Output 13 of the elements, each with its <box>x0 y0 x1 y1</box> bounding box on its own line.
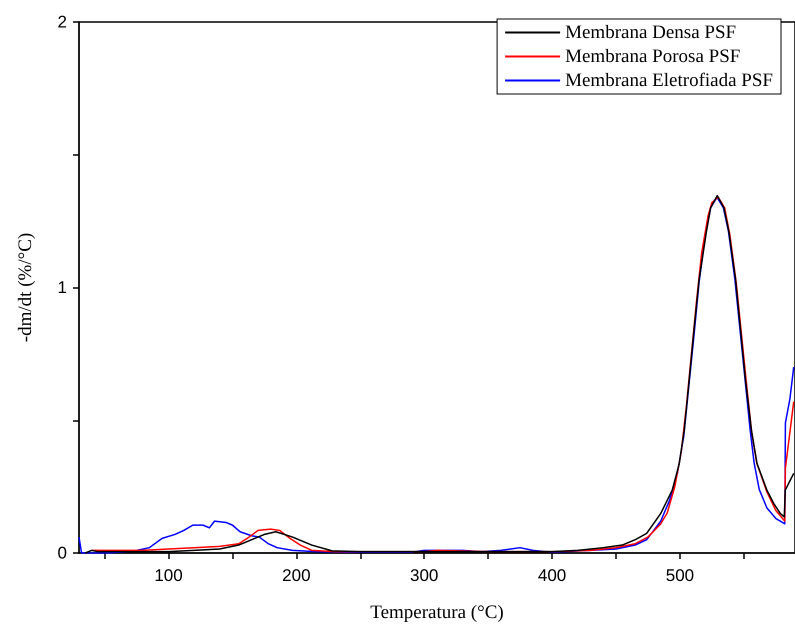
y-axis-title: -dm/dt (%/°C) <box>15 232 36 342</box>
x-tick-label: 200 <box>282 566 311 585</box>
legend-label: Membrana Porosa PSF <box>565 46 740 67</box>
x-axis-title: Temperatura (°C) <box>370 602 504 623</box>
x-tick-label: 300 <box>410 566 438 585</box>
y-tick-label: 1 <box>58 278 67 297</box>
x-tick-label: 500 <box>666 566 694 585</box>
y-tick-label: 2 <box>58 12 67 32</box>
x-tick-label: 100 <box>154 566 183 585</box>
legend-label: Membrana Densa PSF <box>565 22 736 43</box>
y-tick-label: 0 <box>58 544 67 562</box>
x-tick-label: 400 <box>538 566 566 585</box>
legend-label: Membrana Eletrofiada PSF <box>565 70 774 91</box>
